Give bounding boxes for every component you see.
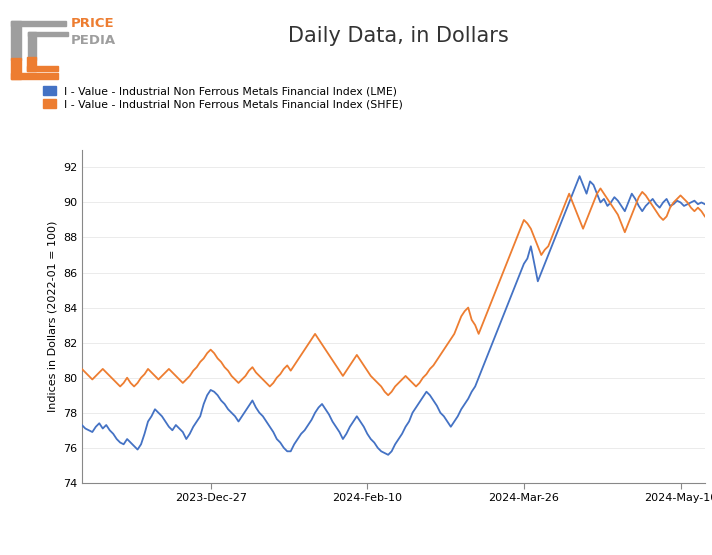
Bar [11,21,66,26]
Text: PRICE: PRICE [71,17,115,31]
Y-axis label: Indices in Dollars (2022-01 = 100): Indices in Dollars (2022-01 = 100) [47,221,57,412]
Legend: I - Value - Industrial Non Ferrous Metals Financial Index (LME), I - Value - Ind: I - Value - Industrial Non Ferrous Metal… [43,86,403,109]
Bar [28,32,36,59]
Bar [27,57,36,71]
Bar [27,66,58,71]
Text: PEDIA: PEDIA [71,34,116,47]
Bar [11,58,21,79]
Bar [11,73,58,79]
Text: Daily Data, in Dollars: Daily Data, in Dollars [288,26,509,46]
Bar [28,32,68,36]
Bar [11,21,21,59]
